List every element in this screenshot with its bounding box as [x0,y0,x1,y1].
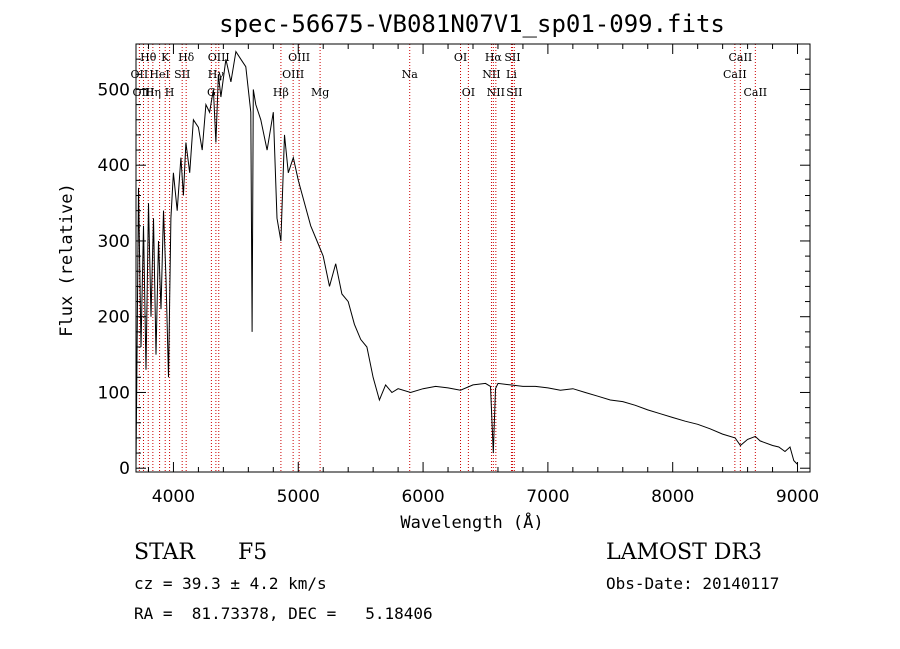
spectral-line-label: H [165,86,175,99]
spectral-line-label: Hα [485,51,503,64]
spectral-line-label: Hγ [208,68,225,81]
spectral-line-label: Hθ [140,51,157,64]
spectral-line-label: HeI [149,68,169,81]
spectral-line-label: OIII [208,51,230,64]
spectral-line-label: NII [487,86,505,99]
x-tick-label: 5000 [277,487,320,507]
spectral-line-label: SII [174,68,190,81]
spectral-line-label: OIII [282,68,304,81]
spectral-line-label: Hβ [273,86,289,99]
spectral-line-label: CaII [729,51,753,64]
spectral-line-label: SII [506,86,522,99]
spectral-line-label: NII [482,68,500,81]
spectral-lines-layer [138,44,756,472]
survey-name: LAMOST DR3 [606,540,762,565]
y-tick-label: 300 [98,232,130,252]
spectral-line-label: OII [131,68,149,81]
chart-title: spec-56675-VB081N07V1_sp01-099.fits [219,10,725,38]
spectral-line-label: CaII [723,68,747,81]
spectral-line-label: OI [462,86,475,99]
spectrum-series-line [135,50,798,469]
y-tick-label: 500 [98,80,130,100]
spectral-line-label: Hδ [178,51,195,64]
spectral-line-label: OIII [132,86,154,99]
spectral-line-label: OI [454,51,467,64]
spectral-line-label: Li [506,68,517,81]
spectral-line-label: SII [504,51,520,64]
plot-frame [135,43,811,473]
x-tick-label: 8000 [651,487,694,507]
spectral-line-label: OIII [288,51,310,64]
x-tick-label: 7000 [526,487,569,507]
spectral-line-label: Hη [145,86,161,99]
spectral-line-label: CaII [743,86,767,99]
x-tick-label: 9000 [776,487,819,507]
obs-date: Obs-Date: 20140117 [606,574,780,593]
object-class: STAR [134,540,195,565]
y-axis-label: Flux (relative) [57,183,77,337]
y-tick-label: 400 [98,156,130,176]
x-tick-label: 4000 [152,487,195,507]
x-axis-label: Wavelength (Å) [400,511,543,533]
coordinates: RA = 81.73378, DEC = 5.18406 [134,604,433,623]
y-tick-label: 0 [119,459,130,479]
y-tick-label: 200 [98,308,130,328]
spectral-line-label: K [161,51,170,64]
x-tick-label: 6000 [401,487,444,507]
object-subclass: F5 [238,540,268,565]
spectral-line-label: G [207,86,216,99]
axis-ticks-layer: 4000 5000 6000 7000 8000 9000 0 100 200 300 400 500 [98,44,819,507]
spectral-line-label: Na [402,68,419,81]
spectral-line-label: Mg [311,86,329,99]
y-tick-label: 100 [98,383,130,403]
redshift-info: cz = 39.3 ± 4.2 km/s [134,574,327,593]
